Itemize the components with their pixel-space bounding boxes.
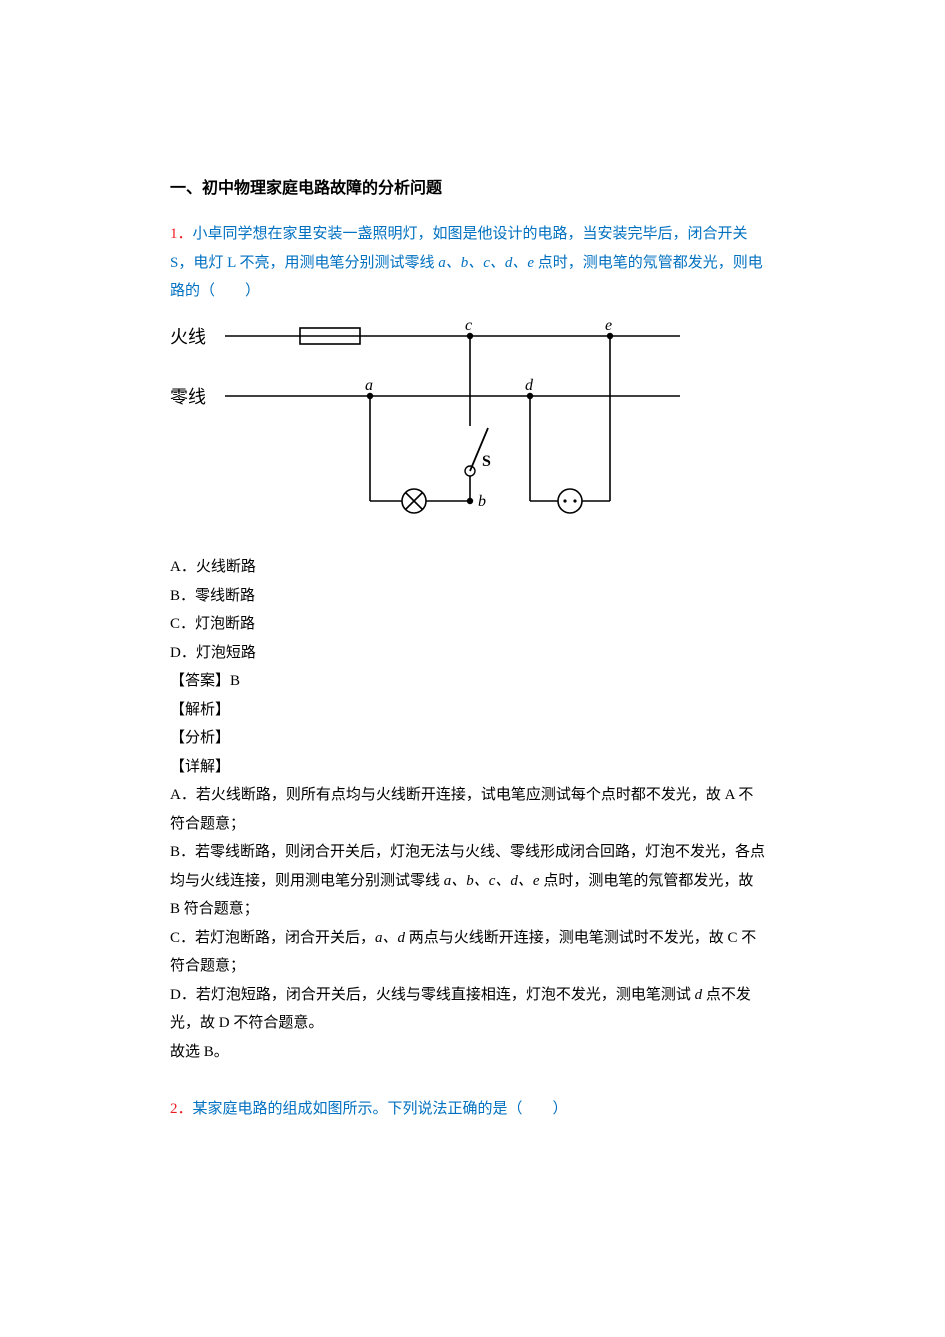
q2-stem-text: 某家庭电路的组成如图所示。下列说法正确的是（ ） — [193, 1101, 568, 1117]
q1-exp-D-1-pt: d — [695, 987, 703, 1003]
q1-number: 1． — [170, 226, 193, 242]
q1-exp-A-2: 符合题意； — [170, 810, 775, 839]
q1-exp-B-1: B．若零线断路，则闭合开关后，灯泡无法与火线、零线形成闭合回路，灯泡不发光，各点 — [170, 838, 775, 867]
q1-exp-C-1: C．若灯泡断路，闭合开关后，a、d 两点与火线断开连接，测电笔测试时不发光，故 … — [170, 924, 775, 953]
q1-exp-C-1-prefix: C．若灯泡断路，闭合开关后， — [170, 930, 375, 946]
pt-e: e — [605, 317, 612, 334]
circuit-svg: 火线 零线 c e a d — [170, 316, 690, 531]
q1-exp-C-1-suffix: 两点与火线断开连接，测电笔测试时不发光，故 C 不 — [405, 930, 756, 946]
q1-choice-D: D．灯泡短路 — [170, 639, 775, 668]
pt-c: c — [465, 317, 472, 334]
q1-choice-C: C．灯泡断路 — [170, 610, 775, 639]
q1-exp-B-2-suffix: 点时，测电笔的氖管都发光，故 — [540, 873, 754, 889]
q1-exp-C-2: 符合题意； — [170, 952, 775, 981]
q1-jiexi: 【解析】 — [170, 696, 775, 725]
blank-gap — [170, 1066, 775, 1095]
q1-exp-B-2-pts: a、b、c、d、e — [444, 873, 540, 889]
q1-xiangjie: 【详解】 — [170, 753, 775, 782]
q2-stem: 2．某家庭电路的组成如图所示。下列说法正确的是（ ） — [170, 1095, 775, 1124]
q1-choice-B: B．零线断路 — [170, 582, 775, 611]
q1-fenxi: 【分析】 — [170, 724, 775, 753]
q1-points: a、b、c、d、e — [438, 255, 534, 271]
q1-stem-line3: 路的（ ） — [170, 277, 775, 306]
q1-choice-A: A．火线断路 — [170, 553, 775, 582]
q1-exp-D-1-prefix: D．若灯泡短路，闭合开关后，火线与零线直接相连，灯泡不发光，测电笔测试 — [170, 987, 695, 1003]
section-heading: 一、初中物理家庭电路故障的分析问题 — [170, 174, 775, 204]
q1-exp-D-2: 光，故 D 不符合题意。 — [170, 1009, 775, 1038]
q1-circuit-diagram: 火线 零线 c e a d — [170, 316, 775, 542]
q1-stem-a: 小卓同学想在家里安装一盏照明灯，如图是他设计的电路，当安装完毕后，闭合开关 — [193, 226, 748, 242]
fire-wire-label: 火线 — [170, 327, 206, 347]
q1-exp-B-2: 均与火线连接，则用测电笔分别测试零线 a、b、c、d、e 点时，测电笔的氖管都发… — [170, 867, 775, 896]
q1-exp-B-3: B 符合题意； — [170, 895, 775, 924]
q1-exp-D-1-suffix: 点不发 — [702, 987, 751, 1003]
q1-exp-B-2-prefix: 均与火线连接，则用测电笔分别测试零线 — [170, 873, 444, 889]
q1-exp-D-1: D．若灯泡短路，闭合开关后，火线与零线直接相连，灯泡不发光，测电笔测试 d 点不… — [170, 981, 775, 1010]
q1-exp-A-1: A．若火线断路，则所有点均与火线断开连接，试电笔应测试每个点时都不发光，故 A … — [170, 781, 775, 810]
pt-d: d — [525, 377, 534, 394]
switch-label: S — [482, 453, 491, 470]
q1-stem-b-suffix: 点时，测电笔的氖管都发光，则电 — [534, 255, 763, 271]
q1-stem-b-prefix: S，电灯 L 不亮，用测电笔分别测试零线 — [170, 255, 438, 271]
page: 一、初中物理家庭电路故障的分析问题 1．小卓同学想在家里安装一盏照明灯，如图是他… — [0, 0, 945, 1337]
q2-number: 2． — [170, 1101, 193, 1117]
q1-stem-line1: 1．小卓同学想在家里安装一盏照明灯，如图是他设计的电路，当安装完毕后，闭合开关 — [170, 220, 775, 249]
neutral-wire-label: 零线 — [170, 387, 206, 407]
q1-answer: 【答案】B — [170, 667, 775, 696]
pt-a: a — [365, 377, 373, 394]
pt-b: b — [478, 493, 486, 510]
q1-exp-C-1-pts: a、d — [375, 930, 405, 946]
q1-conclusion: 故选 B。 — [170, 1038, 775, 1067]
q1-stem-line2: S，电灯 L 不亮，用测电笔分别测试零线 a、b、c、d、e 点时，测电笔的氖管… — [170, 249, 775, 278]
